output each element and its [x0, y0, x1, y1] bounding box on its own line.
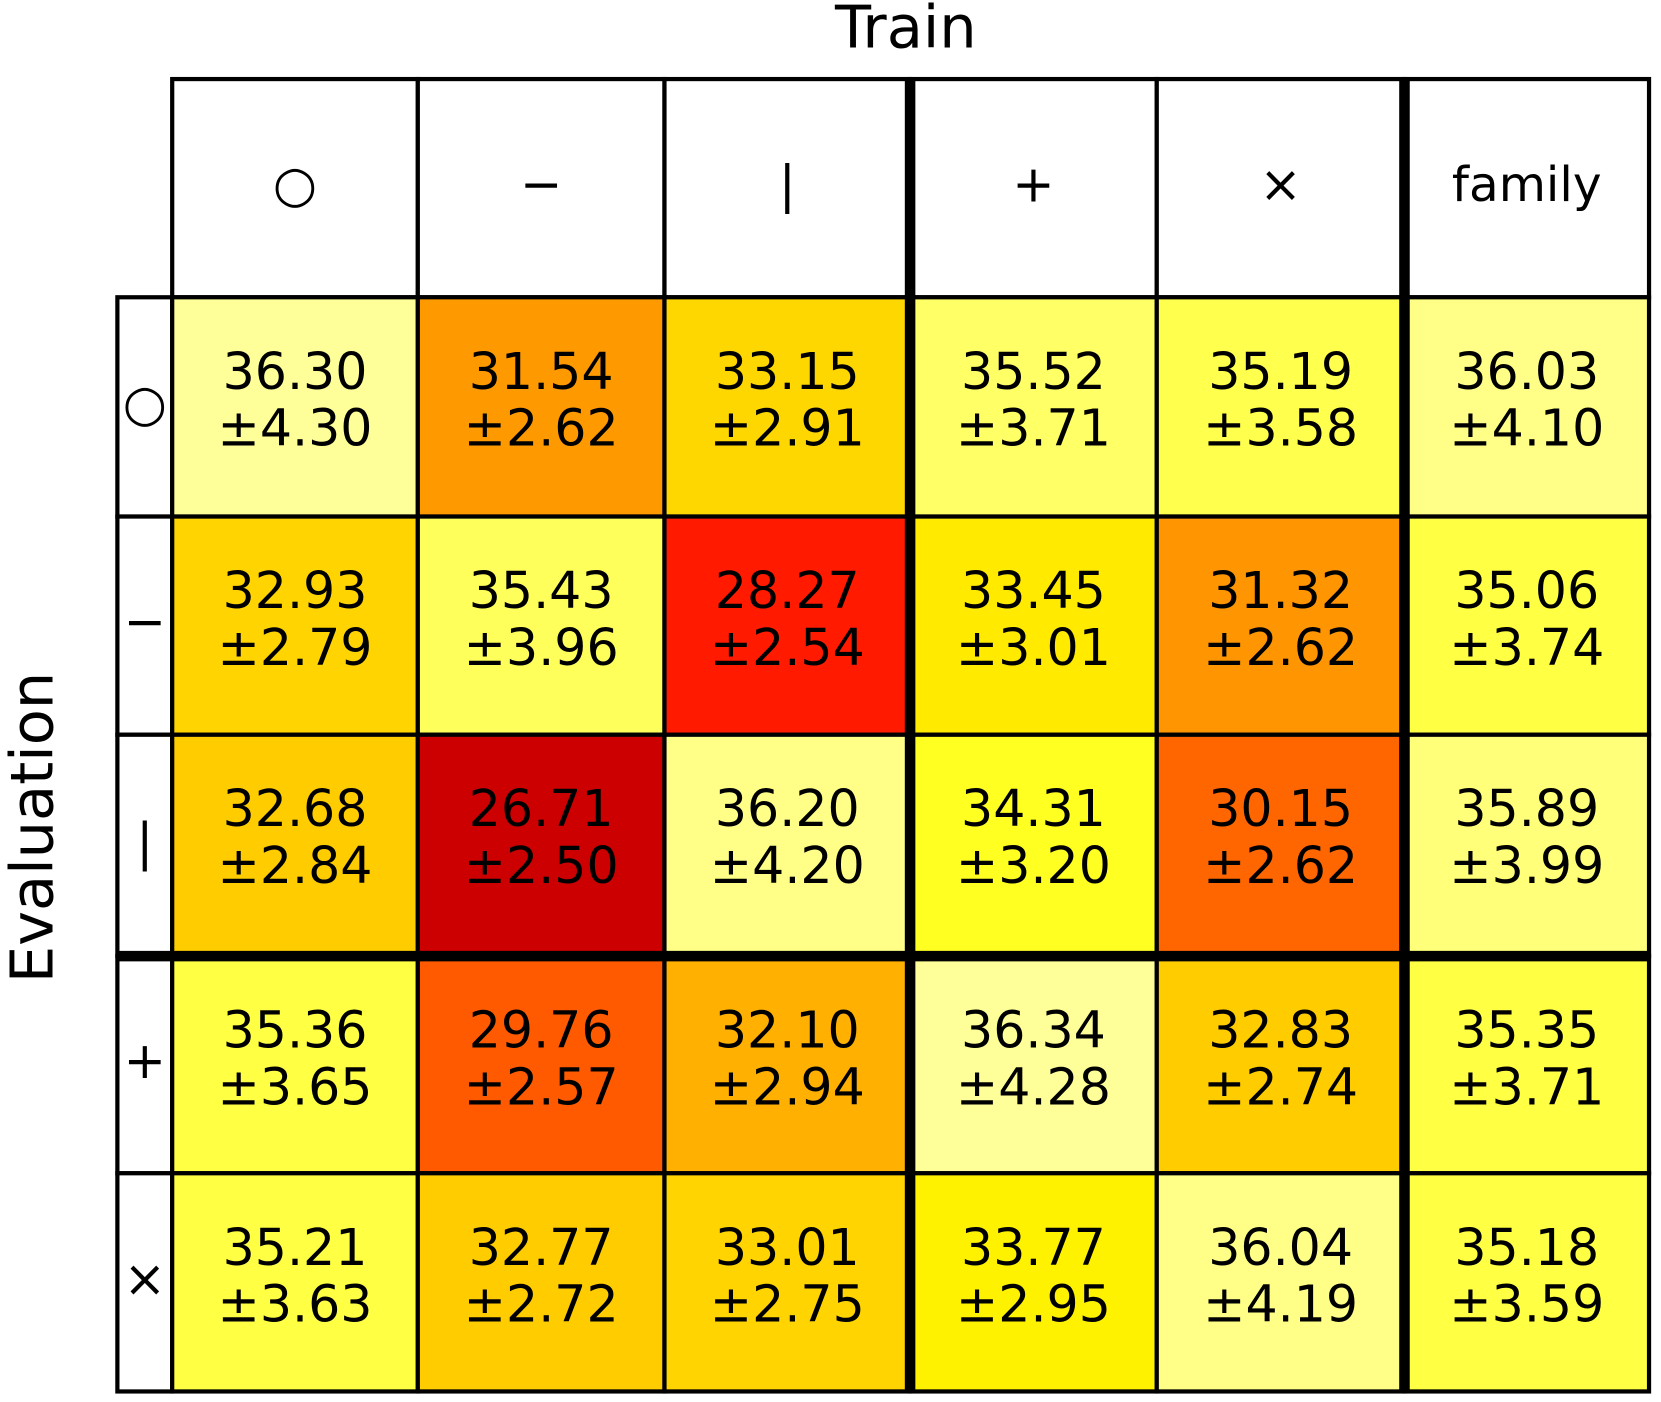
heatmap-cell [1402, 514, 1652, 737]
header-cell [662, 76, 913, 300]
column-header: family [1452, 157, 1602, 213]
column-header: ○ [273, 155, 317, 214]
cell-error: ±4.30 [217, 399, 372, 458]
row-header: ○ [123, 373, 167, 432]
cell-error: ±2.62 [1203, 836, 1358, 895]
cell-error: ±2.75 [710, 1275, 865, 1334]
heatmap-cell [907, 1171, 1159, 1394]
heatmap-cell [1402, 1171, 1652, 1394]
x-axis-label: Train [834, 0, 977, 62]
cell-error: ±2.84 [217, 836, 372, 895]
cell-value: 36.04 [1208, 1218, 1353, 1277]
cell-value: 35.43 [469, 561, 614, 620]
cell-error: ±4.19 [1203, 1275, 1358, 1334]
row-header: − [124, 592, 166, 651]
cell-error: ±2.57 [464, 1058, 619, 1117]
heatmap-cell [170, 1171, 420, 1394]
cell-value: 32.93 [223, 561, 368, 620]
cell-value: 35.06 [1454, 561, 1599, 620]
cell-value: 35.19 [1208, 342, 1353, 401]
cell-value: 33.45 [961, 561, 1106, 620]
column-header: − [520, 155, 562, 214]
heatmap-cell [662, 1171, 913, 1394]
heatmap-cell [415, 732, 667, 959]
cell-error: ±3.71 [956, 399, 1111, 458]
heatmap-cell [1154, 514, 1407, 737]
cell-value: 32.83 [1208, 1001, 1353, 1060]
cell-error: ±2.79 [217, 618, 372, 677]
cell-error: ±2.94 [710, 1058, 865, 1117]
row-header-cell [115, 1171, 175, 1394]
heatmap-cell [415, 1171, 667, 1394]
heatmap-cell [662, 295, 913, 519]
cell-value: 31.32 [1208, 561, 1353, 620]
heatmap-cell [170, 732, 420, 959]
heatmap-cell [170, 295, 420, 519]
heatmap-cell [1154, 295, 1407, 519]
heatmap-cell [1154, 1171, 1407, 1394]
cell-value: 28.27 [715, 561, 860, 620]
cell-value: 35.18 [1454, 1218, 1599, 1277]
cell-error: ±4.20 [710, 836, 865, 895]
cell-value: 35.52 [961, 342, 1106, 401]
cell-error: ±3.58 [1203, 399, 1358, 458]
cell-error: ±3.59 [1449, 1275, 1604, 1334]
heatmap-cell [1402, 732, 1652, 959]
header-cell [415, 76, 667, 300]
cell-error: ±3.65 [217, 1058, 372, 1117]
y-axis-label: Evaluation [0, 672, 66, 983]
cell-value: 33.77 [961, 1218, 1106, 1277]
cell-value: 32.77 [469, 1218, 614, 1277]
cell-error: ±2.62 [464, 399, 619, 458]
cell-error: ±3.74 [1449, 618, 1604, 677]
cell-value: 26.71 [469, 779, 614, 838]
heatmap-cell [662, 514, 913, 737]
cell-value: 36.30 [223, 342, 368, 401]
cell-error: ±3.96 [464, 618, 619, 677]
row-header: × [124, 1249, 166, 1308]
cell-value: 31.54 [469, 342, 614, 401]
row-header: | [136, 812, 153, 871]
cell-value: 29.76 [469, 1001, 614, 1060]
cell-value: 35.36 [223, 1001, 368, 1060]
cell-value: 33.15 [715, 342, 860, 401]
cell-error: ±3.01 [956, 618, 1111, 677]
heatmap-cell [907, 732, 1159, 959]
cell-error: ±2.54 [710, 618, 865, 677]
header-cell [170, 76, 420, 300]
heatmap-cell [415, 514, 667, 737]
cell-value: 35.89 [1454, 779, 1599, 838]
cell-value: 36.34 [961, 1001, 1106, 1060]
cell-error: ±3.71 [1449, 1058, 1604, 1117]
cell-error: ±2.74 [1203, 1058, 1358, 1117]
cell-error: ±2.50 [464, 836, 619, 895]
cell-value: 30.15 [1208, 779, 1353, 838]
cell-error: ±4.28 [956, 1058, 1111, 1117]
cell-error: ±2.95 [956, 1275, 1111, 1334]
row-header: + [124, 1031, 166, 1090]
cell-error: ±4.10 [1449, 399, 1604, 458]
cell-value: 33.01 [715, 1218, 860, 1277]
column-header: × [1259, 155, 1301, 214]
cell-error: ±2.91 [710, 399, 865, 458]
cell-value: 36.20 [715, 779, 860, 838]
heatmap-cell [170, 953, 420, 1176]
cell-error: ±3.63 [217, 1275, 372, 1334]
column-header: | [779, 155, 796, 214]
cell-error: ±3.20 [956, 836, 1111, 895]
cell-error: ±2.72 [464, 1275, 619, 1334]
cell-value: 35.35 [1454, 1001, 1599, 1060]
cell-value: 35.21 [223, 1218, 368, 1277]
column-header: + [1012, 155, 1054, 214]
cell-error: ±2.62 [1203, 618, 1358, 677]
cell-error: ±3.99 [1449, 836, 1604, 895]
cell-value: 32.10 [715, 1001, 860, 1060]
cell-value: 36.03 [1454, 342, 1599, 401]
cell-value: 34.31 [961, 779, 1106, 838]
cell-value: 32.68 [223, 779, 368, 838]
